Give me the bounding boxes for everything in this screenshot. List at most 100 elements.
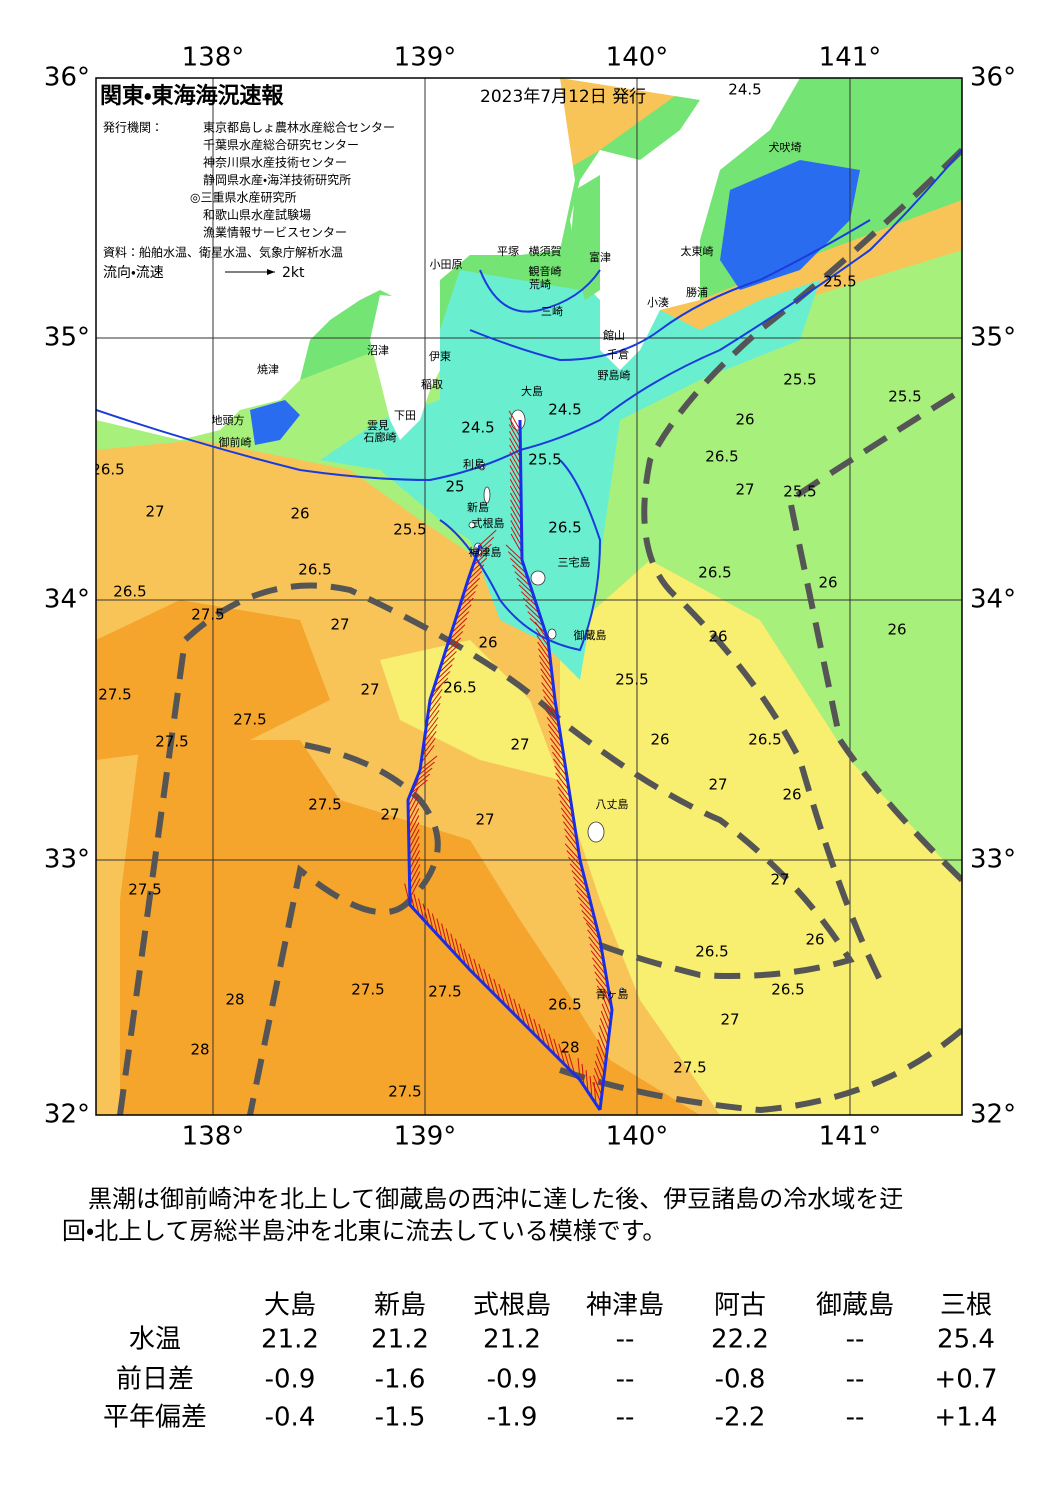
contour-label: 27.5 — [428, 983, 461, 1001]
contour-label: 26.5 — [113, 583, 146, 601]
summary-line: 回・北上して房総半島沖を北東に流去している模様です。 — [62, 1217, 666, 1245]
arrow — [564, 828, 579, 847]
arrow — [433, 671, 451, 688]
contour-label: 26 — [735, 411, 754, 429]
map-title: 関東・東海海況速報 — [100, 83, 284, 109]
arrow — [565, 835, 580, 854]
place-name: 館山 — [603, 329, 625, 342]
sea-green — [570, 175, 600, 300]
place-name: 荒崎 — [529, 277, 551, 291]
contour-label: 25.5 — [393, 521, 426, 539]
arrow — [468, 953, 476, 976]
arrow — [408, 829, 420, 850]
arrow — [410, 779, 428, 795]
contour-label: 27.5 — [351, 981, 384, 999]
arrow — [553, 758, 568, 777]
cell: 21.2 — [261, 1325, 319, 1355]
contour-label: 26 — [782, 786, 801, 804]
arrow — [510, 499, 522, 520]
arrow — [409, 878, 421, 899]
arrow — [535, 628, 550, 647]
contour-label: 26.5 — [705, 448, 738, 466]
arrow — [536, 635, 550, 654]
cell: 25.4 — [937, 1325, 995, 1355]
sea-blue — [720, 160, 860, 290]
arrow — [413, 893, 420, 916]
arrow — [566, 850, 583, 868]
island — [468, 521, 476, 529]
lat-label-left: 36° — [44, 63, 90, 93]
island — [547, 628, 557, 640]
arrow — [558, 793, 573, 812]
legend-label: 流向・流速 — [103, 265, 164, 281]
arrow — [558, 1043, 566, 1066]
arrow — [467, 564, 485, 581]
contour-label: 26.5 — [443, 679, 476, 697]
arrow — [454, 604, 472, 621]
cell: -- — [616, 1365, 635, 1395]
arrow — [557, 786, 572, 805]
contour-label: 26 — [650, 731, 669, 749]
cell: -- — [846, 1325, 865, 1355]
column-header: 大島 — [264, 1291, 316, 1321]
arrow — [441, 923, 448, 946]
arrow — [522, 597, 540, 614]
arrow — [599, 1025, 609, 1046]
place-name: 小田原 — [430, 258, 463, 271]
contour-label: 27.5 — [233, 711, 266, 729]
arrow — [409, 864, 421, 885]
island — [587, 821, 605, 843]
place-name: 観音崎 — [529, 264, 562, 278]
contour-label: 26.5 — [748, 731, 781, 749]
place-name: 三崎 — [541, 304, 563, 318]
arrow — [509, 458, 522, 479]
contour-label: 27 — [380, 806, 399, 824]
issuer: 神奈川県水産技術センター — [203, 155, 347, 170]
arrow — [425, 710, 440, 729]
arrow — [508, 410, 521, 431]
place-name: 御蔵島 — [574, 628, 607, 642]
arrow — [594, 1060, 604, 1082]
contour-label: 25.5 — [823, 273, 856, 291]
cell: +1.4 — [934, 1403, 997, 1433]
lat-label-right: 33° — [970, 845, 1016, 875]
contour-label: 26.5 — [695, 943, 728, 961]
contour-label: 26 — [708, 628, 727, 646]
arrow — [578, 896, 594, 914]
arrow — [509, 472, 522, 492]
arrow — [510, 520, 523, 540]
arrow — [423, 724, 438, 743]
arrow — [547, 723, 562, 743]
place-name: 下田 — [394, 409, 416, 422]
place-name: 伊東 — [429, 350, 451, 363]
arrow — [444, 637, 462, 654]
contour-line — [469, 219, 871, 362]
arrow — [507, 551, 525, 568]
arrow — [600, 1010, 610, 1032]
legend-arrow-head — [267, 269, 275, 275]
map-area: 24.5 25.5 25.5 25.5 25.5 24.5 24.5 25 25.5 26 25.5… — [96, 78, 962, 1115]
arrow — [554, 765, 569, 784]
arrow — [450, 933, 457, 956]
arrow — [581, 910, 598, 928]
column-header: 御蔵島 — [816, 1291, 894, 1321]
issuer: ◎三重県水産研究所 — [190, 191, 296, 205]
place-name: 太東崎 — [681, 244, 714, 258]
land — [560, 78, 800, 370]
place-name: 千倉 — [607, 348, 629, 361]
cell: +0.7 — [934, 1365, 997, 1395]
contour-label: 27 — [708, 776, 727, 794]
place-name: 神津島 — [469, 545, 502, 559]
lon-label-bottom: 140° — [606, 1122, 669, 1152]
arrow — [409, 857, 421, 878]
contour-label: 26 — [805, 931, 824, 949]
arrow — [509, 431, 521, 451]
lat-label-left: 34° — [44, 585, 90, 615]
arrow — [593, 1082, 597, 1105]
place-name: 三宅島 — [558, 555, 591, 569]
place-name: 石廊崎 — [364, 430, 397, 444]
arrow — [595, 1053, 605, 1075]
arrow — [407, 794, 419, 815]
